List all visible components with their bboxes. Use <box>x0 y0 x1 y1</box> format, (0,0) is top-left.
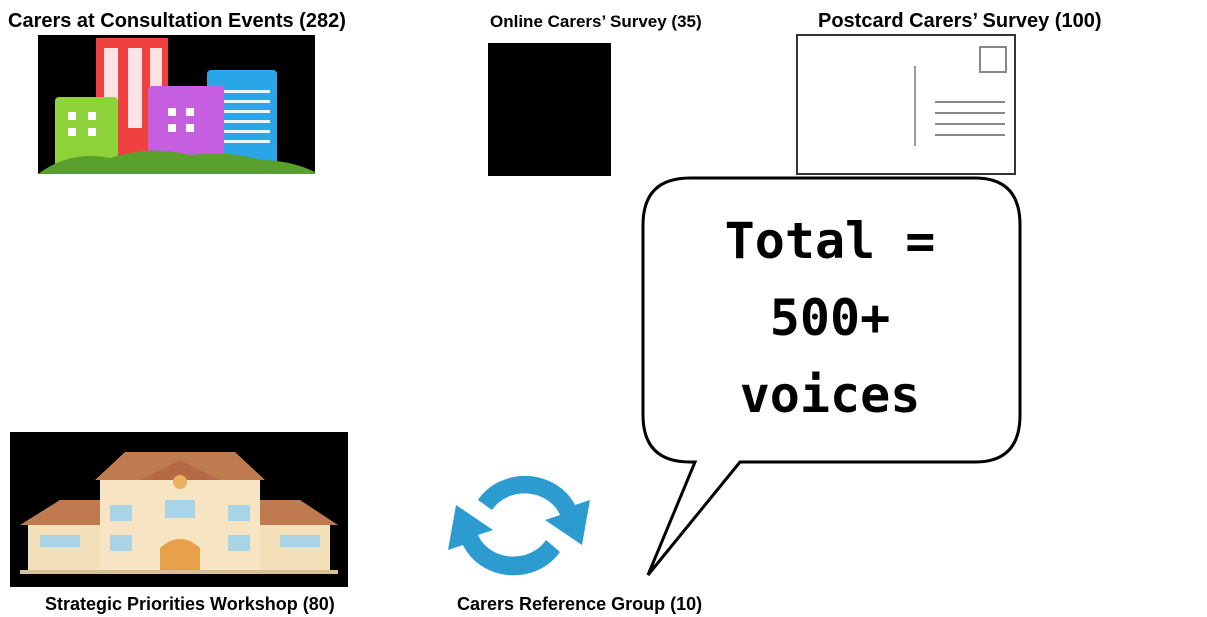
callout-line: Total = <box>725 212 936 270</box>
source-label: Online Carers’ Survey (35) <box>490 12 702 31</box>
buildings-image <box>38 35 315 174</box>
source-label: Carers Reference Group (10) <box>457 594 702 614</box>
source-label: Strategic Priorities Workshop (80) <box>45 594 335 614</box>
postcard-image <box>796 34 1016 175</box>
school-image <box>10 432 348 587</box>
source-label: Postcard Carers’ Survey (100) <box>818 10 1102 32</box>
survey-image <box>488 43 611 176</box>
cycle-icon <box>448 475 590 576</box>
callout-line: 500+ <box>770 289 890 347</box>
speech-bubble <box>641 176 1022 576</box>
source-label: Carers at Consultation Events (282) <box>8 10 346 32</box>
callout-line: voices <box>740 366 921 424</box>
